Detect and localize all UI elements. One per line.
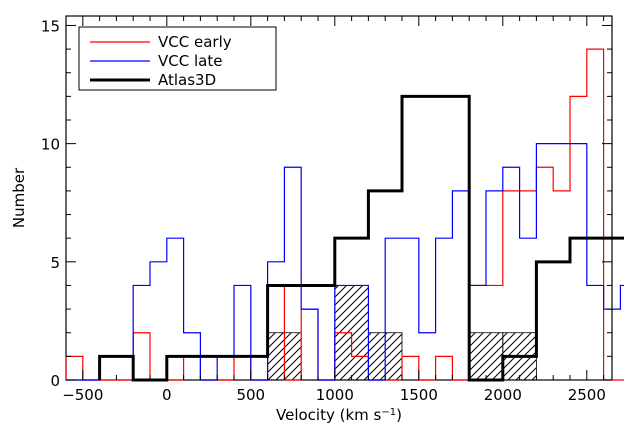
legend-label: VCC late [158, 52, 222, 70]
y-tick-label: 10 [41, 136, 60, 154]
legend-label: Atlas3D [158, 71, 216, 89]
hatched-bar [468, 332, 504, 381]
x-tick-label: 1500 [400, 386, 438, 404]
y-tick-label: 15 [41, 17, 60, 35]
x-tick-label: 0 [162, 386, 172, 404]
x-tick-label: 2000 [484, 386, 522, 404]
y-tick-label: 0 [50, 372, 60, 390]
x-axis-label: Velocity (km s−1) [276, 406, 402, 424]
x-tick-label: −500 [62, 386, 103, 404]
y-tick-label: 5 [50, 254, 60, 272]
y-axis-label: Number [10, 167, 28, 228]
x-tick-label: 2500 [568, 386, 606, 404]
legend-label: VCC early [158, 33, 232, 51]
x-tick-label: 1000 [316, 386, 354, 404]
x-tick-label: 500 [236, 386, 265, 404]
series-line-atlas3d [98, 94, 624, 382]
